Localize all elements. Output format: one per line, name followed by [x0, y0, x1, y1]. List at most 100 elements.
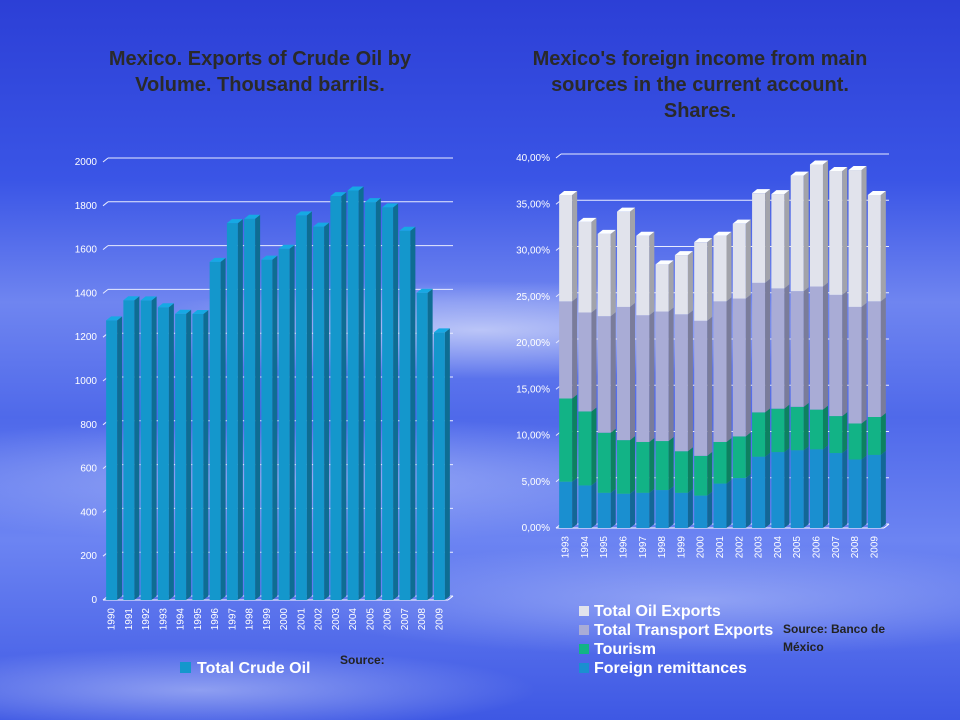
bar-side-total-transport-exports-2007: [842, 290, 848, 417]
bar-top-1997: [636, 231, 655, 236]
bar-foreign-remittances-2002: [732, 478, 746, 528]
bar-tourism-1994: [578, 411, 592, 486]
bar-side-tourism-1994: [591, 407, 597, 486]
x-tick-label: 1991: [124, 608, 135, 631]
bar-total-crude-oil-2003: [330, 196, 342, 600]
x-tick-label: 1993: [158, 608, 169, 631]
x-tick-label: 2009: [869, 536, 880, 559]
bar-top-1991: [123, 296, 140, 301]
bar-side-total-crude-oil-2004: [358, 186, 364, 600]
bar-side-total-oil-exports-1996: [630, 207, 636, 307]
bar-total-crude-oil-2000: [278, 248, 290, 600]
bar-tourism-1999: [674, 451, 688, 493]
legend-label-total-transport-exports: Total Transport Exports: [594, 622, 773, 639]
x-tick-label: 1997: [227, 608, 238, 631]
bar-side-total-oil-exports-1993: [572, 191, 578, 302]
bar-side-foreign-remittances-1999: [687, 488, 693, 528]
bar-top-2002: [313, 222, 330, 227]
bar-total-crude-oil-2004: [347, 190, 359, 600]
bar-total-transport-exports-2005: [790, 291, 804, 407]
y-tick-label: 30,00%: [516, 246, 550, 257]
bar-side-total-oil-exports-2001: [726, 231, 732, 302]
x-tick-label: 2004: [348, 608, 359, 631]
bar-total-crude-oil-2008: [416, 292, 428, 600]
bar-total-oil-exports-1995: [597, 233, 611, 317]
y-tick-label: 1800: [75, 201, 98, 212]
bar-side-total-transport-exports-2002: [745, 294, 751, 437]
x-tick-label: 2007: [400, 608, 411, 631]
x-tick-label: 2001: [296, 608, 307, 631]
x-tick-label: 2003: [754, 536, 765, 559]
x-tick-label: 2009: [434, 608, 445, 631]
bar-total-transport-exports-1995: [597, 316, 611, 433]
x-tick-label: 2008: [850, 536, 861, 559]
bar-tourism-2000: [694, 455, 708, 496]
bar-total-oil-exports-2002: [732, 223, 746, 299]
bar-foreign-remittances-2008: [848, 459, 862, 528]
bar-side-foreign-remittances-2000: [707, 491, 713, 528]
bar-foreign-remittances-1994: [578, 485, 592, 528]
legend-swatch-foreign-remittances: [579, 663, 589, 673]
x-tick-label: 2002: [734, 536, 745, 559]
bar-side-tourism-2009: [880, 413, 886, 455]
left-chart-title: Mexico. Exports of Crude Oil by Volume. …: [108, 48, 412, 96]
x-tick-label: 1990: [107, 608, 118, 631]
bar-top-1994: [175, 309, 192, 314]
bar-total-oil-exports-2004: [771, 194, 785, 289]
bar-side-total-crude-oil-2000: [289, 244, 295, 600]
bar-top-2005: [364, 198, 381, 203]
bar-side-tourism-2002: [745, 432, 751, 479]
bar-top-2000: [694, 238, 713, 243]
bar-side-total-transport-exports-1998: [668, 307, 674, 442]
legend-swatch-total-transport-exports: [579, 625, 589, 635]
bar-foreign-remittances-1999: [674, 492, 688, 528]
bar-total-transport-exports-1999: [674, 314, 688, 452]
bar-total-crude-oil-2002: [313, 226, 325, 601]
bar-total-crude-oil-1990: [106, 320, 118, 600]
x-tick-label: 1996: [210, 608, 221, 631]
x-tick-label: 1994: [176, 608, 187, 631]
bar-side-total-crude-oil-2002: [324, 222, 330, 601]
x-tick-label: 2002: [314, 608, 325, 631]
bar-side-tourism-1995: [610, 428, 616, 493]
bar-total-oil-exports-2000: [694, 242, 708, 321]
bar-total-crude-oil-2005: [364, 202, 376, 600]
bar-side-total-oil-exports-2007: [842, 166, 848, 295]
legend-label-total-crude-oil: Total Crude Oil: [197, 660, 310, 677]
bar-side-tourism-1999: [687, 447, 693, 493]
bar-side-total-crude-oil-1995: [203, 309, 209, 600]
bar-tourism-2007: [829, 416, 843, 454]
bar-side-total-crude-oil-2007: [410, 226, 416, 601]
bar-side-total-oil-exports-2005: [803, 171, 809, 292]
bar-side-tourism-1998: [668, 437, 674, 491]
bar-tourism-2005: [790, 406, 804, 451]
bar-side-total-oil-exports-1995: [610, 229, 616, 317]
bar-total-transport-exports-2004: [771, 288, 785, 409]
bar-side-foreign-remittances-2007: [842, 449, 848, 528]
bar-side-foreign-remittances-1996: [630, 489, 636, 528]
bar-side-tourism-2000: [707, 451, 713, 496]
bar-total-transport-exports-1997: [636, 315, 650, 442]
bar-side-tourism-2004: [784, 404, 790, 453]
bar-total-oil-exports-2009: [867, 195, 881, 302]
bar-total-crude-oil-1991: [123, 300, 135, 600]
bar-side-total-crude-oil-1991: [134, 296, 140, 600]
bar-total-transport-exports-2003: [752, 282, 766, 413]
bar-side-total-crude-oil-1992: [151, 296, 157, 600]
bar-total-crude-oil-2007: [399, 230, 411, 601]
bar-side-total-crude-oil-2005: [375, 198, 381, 600]
bar-top-1997: [226, 219, 243, 224]
bar-side-total-crude-oil-1993: [168, 303, 174, 600]
crude-oil-exports-chart: 0 200 400 600 800 1000 1200 1400 1600 1800 2000 199…: [75, 157, 454, 677]
bar-total-oil-exports-2007: [829, 170, 843, 295]
bar-side-total-transport-exports-2001: [726, 297, 732, 442]
bar-foreign-remittances-2009: [867, 454, 881, 528]
bar-foreign-remittances-1995: [597, 492, 611, 528]
bar-tourism-1997: [636, 441, 650, 493]
y-tick-label: 400: [80, 507, 97, 518]
bar-foreign-remittances-1996: [617, 493, 631, 528]
bar-side-total-crude-oil-2008: [427, 288, 433, 600]
bar-foreign-remittances-2001: [713, 483, 727, 528]
bar-total-oil-exports-1999: [674, 255, 688, 315]
bar-top-2008: [848, 166, 867, 171]
